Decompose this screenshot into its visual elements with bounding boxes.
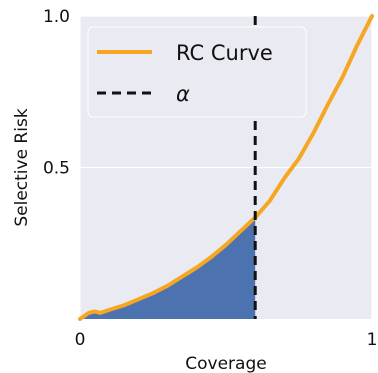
y-tick-label-0: 0.5 <box>43 159 70 179</box>
legend-label-rc-curve: RC Curve <box>176 41 273 65</box>
x-axis-label: Coverage <box>185 354 266 373</box>
y-axis-label: Selective Risk <box>12 108 32 226</box>
grid-lines <box>79 15 373 319</box>
shaded-area-under-curve <box>80 217 256 319</box>
y-tick-label-1: 1.0 <box>43 7 70 27</box>
rc-curve-line <box>78 14 374 321</box>
legend: RC Curve α <box>87 26 307 118</box>
legend-label-alpha: α <box>176 82 190 106</box>
x-tick-label-0: 0 <box>75 330 86 350</box>
x-tick-label-1: 1 <box>367 330 378 350</box>
tick-labels: 0 1 0.5 1.0 <box>43 7 377 350</box>
